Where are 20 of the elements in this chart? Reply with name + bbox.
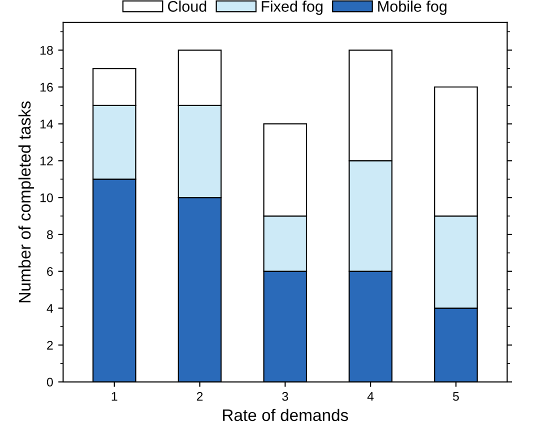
y-tick-label: 10 (40, 193, 53, 202)
y-tick-label: 18 (40, 46, 53, 55)
x-tick-label: 3 (282, 392, 288, 401)
x-axis-title: Rate of demands (223, 408, 348, 422)
y-tick-label: 12 (40, 156, 53, 166)
x-tick-label: 5 (452, 392, 459, 401)
x-tick-label: 2 (196, 392, 203, 401)
y-tick-label: 4 (46, 304, 54, 313)
legend-label: Fixed fog (262, 0, 322, 15)
x-tick-label: 1 (112, 392, 118, 401)
x-tick-label: 4 (367, 392, 374, 401)
y-tick-label: 0 (46, 378, 53, 387)
y-tick-label: 14 (40, 120, 54, 128)
y-tick-label: 16 (40, 82, 53, 92)
legend-label: Mobile fog (378, 0, 446, 15)
y-tick-label: 8 (47, 230, 53, 240)
y-tick-label: 2 (47, 340, 53, 350)
y-axis-title: Number of completed tasks (18, 101, 34, 302)
legend-label: Cloud (168, 0, 206, 12)
y-tick-label: 6 (47, 267, 53, 276)
